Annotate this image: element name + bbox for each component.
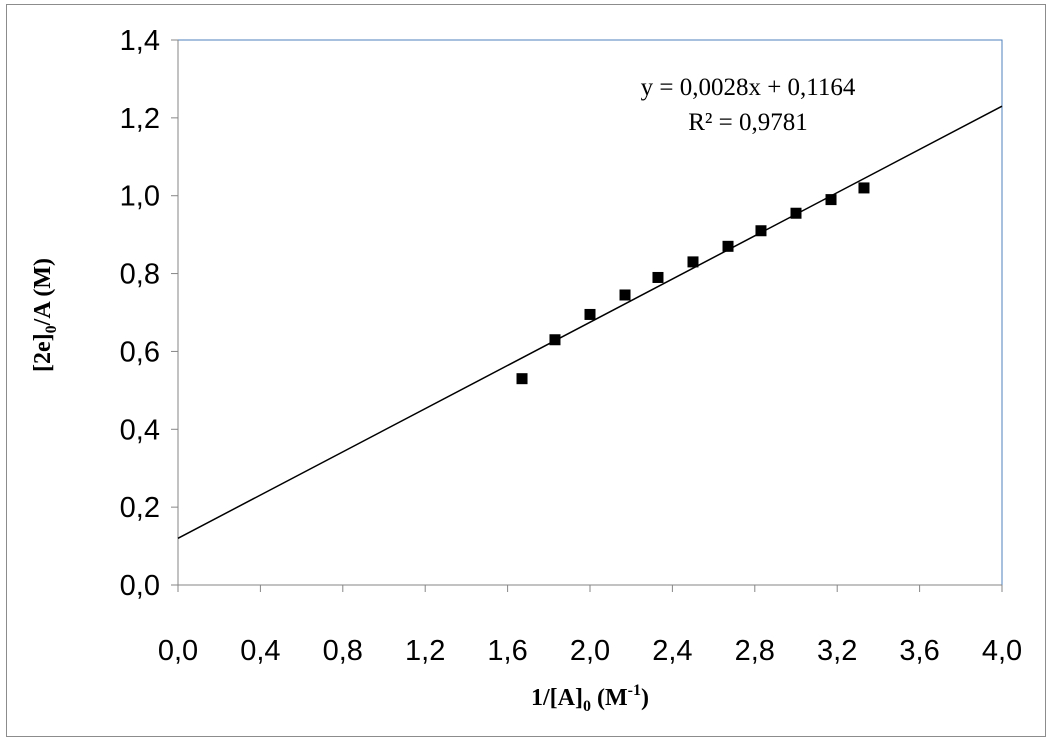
data-point bbox=[755, 225, 767, 237]
y-ticks bbox=[171, 39, 178, 586]
x-axis-title-subscript: 0 bbox=[583, 698, 591, 715]
data-point bbox=[790, 207, 802, 219]
y-axis-title-main: [2e] bbox=[30, 333, 56, 372]
x-axis-title-unit: (M bbox=[591, 685, 628, 711]
chart-frame bbox=[6, 4, 1046, 737]
x-tick-label: 2,8 bbox=[735, 635, 775, 667]
y-axis-title: [2e]0/A (M) bbox=[30, 258, 60, 372]
x-tick-label: 0,4 bbox=[240, 635, 280, 667]
x-axis-title-unit-close: ) bbox=[641, 685, 649, 711]
data-point bbox=[516, 373, 528, 385]
x-ticks bbox=[177, 585, 1003, 592]
x-tick-label: 1,6 bbox=[487, 635, 527, 667]
y-tick-label: 0,8 bbox=[120, 259, 160, 291]
data-points bbox=[516, 182, 870, 385]
x-axis-title-main: 1/[A] bbox=[531, 685, 583, 711]
trendline bbox=[177, 105, 1003, 539]
y-tick-label: 0,4 bbox=[120, 414, 160, 446]
data-point bbox=[858, 182, 870, 194]
trendline-r-squared: R² = 0,9781 bbox=[688, 109, 808, 136]
x-axis-title: 1/[A]0 (M-1) bbox=[531, 682, 649, 715]
x-axis-title-superscript: -1 bbox=[628, 682, 641, 699]
x-tick-label: 1,2 bbox=[405, 635, 445, 667]
y-tick-labels: 0,0 0,2 0,4 0,6 0,8 1,0 1,2 1,4 bbox=[120, 25, 160, 602]
y-tick-label: 1,0 bbox=[120, 181, 160, 213]
y-axis-title-rest: /A (M) bbox=[30, 258, 56, 326]
y-tick-label: 1,2 bbox=[120, 103, 160, 135]
data-point bbox=[687, 256, 699, 268]
y-axis-title-subscript: 0 bbox=[43, 325, 60, 333]
data-point bbox=[825, 194, 837, 206]
x-tick-label: 0,8 bbox=[323, 635, 363, 667]
y-tick-label: 0,0 bbox=[120, 570, 160, 602]
x-tick-labels: 0,0 0,4 0,8 1,2 1,6 2,0 2,4 2,8 3,2 3,6 4,0 bbox=[158, 635, 1022, 667]
x-tick-label: 3,2 bbox=[817, 635, 857, 667]
y-tick-label: 0,2 bbox=[120, 492, 160, 524]
data-point bbox=[722, 240, 734, 252]
x-tick-label: 0,0 bbox=[158, 635, 198, 667]
x-tick-label: 2,0 bbox=[570, 635, 610, 667]
y-tick-label: 1,4 bbox=[120, 25, 160, 57]
x-tick-label: 2,4 bbox=[652, 635, 692, 667]
y-tick-label: 0,6 bbox=[120, 336, 160, 368]
x-tick-label: 3,6 bbox=[899, 635, 939, 667]
x-tick-label: 4,0 bbox=[982, 635, 1022, 667]
data-point bbox=[549, 334, 561, 346]
data-point bbox=[619, 289, 631, 301]
data-point bbox=[584, 308, 596, 320]
trendline-equation: y = 0,0028x + 0,1164 bbox=[641, 74, 856, 101]
data-point bbox=[652, 271, 664, 283]
